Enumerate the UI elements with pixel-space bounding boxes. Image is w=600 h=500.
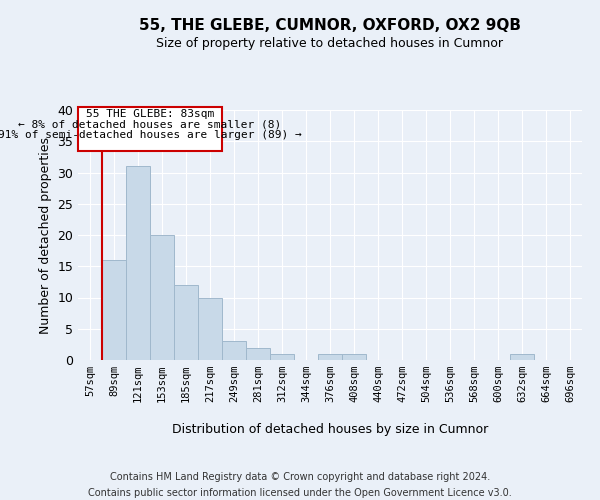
Bar [342,354,366,360]
FancyBboxPatch shape [78,107,222,150]
Text: Distribution of detached houses by size in Cumnor: Distribution of detached houses by size … [172,422,488,436]
Bar [246,348,270,360]
Bar [318,354,342,360]
Bar [126,166,150,360]
Bar [174,285,198,360]
Text: 55, THE GLEBE, CUMNOR, OXFORD, OX2 9QB: 55, THE GLEBE, CUMNOR, OXFORD, OX2 9QB [139,18,521,32]
Text: 55 THE GLEBE: 83sqm: 55 THE GLEBE: 83sqm [86,109,214,118]
Bar [198,298,222,360]
Y-axis label: Number of detached properties: Number of detached properties [39,136,52,334]
Bar [270,354,294,360]
Bar [150,235,174,360]
Bar [222,341,246,360]
Bar [102,260,126,360]
Text: ← 8% of detached houses are smaller (8): ← 8% of detached houses are smaller (8) [19,120,281,130]
Text: Contains HM Land Registry data © Crown copyright and database right 2024.: Contains HM Land Registry data © Crown c… [110,472,490,482]
Text: Size of property relative to detached houses in Cumnor: Size of property relative to detached ho… [157,38,503,51]
Bar [510,354,534,360]
Text: 91% of semi-detached houses are larger (89) →: 91% of semi-detached houses are larger (… [0,130,302,140]
Text: Contains public sector information licensed under the Open Government Licence v3: Contains public sector information licen… [88,488,512,498]
